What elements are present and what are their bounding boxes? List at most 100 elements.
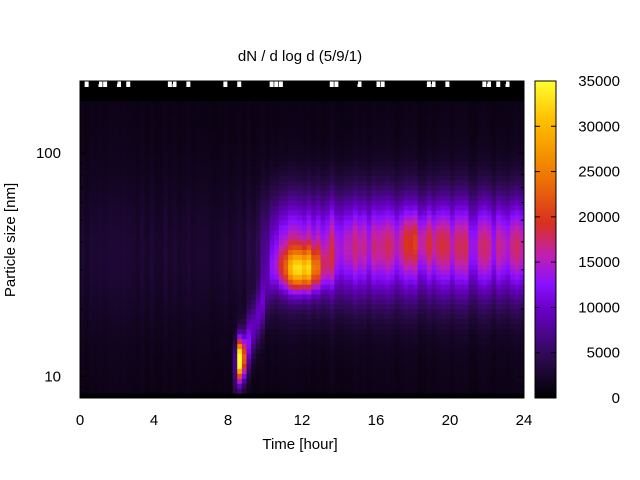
heatmap-cell <box>237 269 243 275</box>
heatmap-cell <box>371 303 377 310</box>
heatmap-cell <box>204 284 211 290</box>
heatmap-cell <box>209 160 215 166</box>
heatmap-cell <box>260 348 266 355</box>
heatmap-cell <box>408 393 414 398</box>
heatmap-cell <box>288 353 294 359</box>
heatmap-cell <box>130 358 137 364</box>
heatmap-cell <box>135 343 141 350</box>
heatmap-cell <box>112 353 118 359</box>
heatmap-cell <box>339 383 345 389</box>
heatmap-cell <box>357 150 363 156</box>
heatmap-cell <box>422 298 428 305</box>
heatmap-cell <box>325 388 331 394</box>
heatmap-cell <box>154 353 160 359</box>
heatmap-cell <box>117 209 123 216</box>
heatmap-cell <box>246 363 252 369</box>
heatmap-cell <box>80 120 86 127</box>
heatmap-cell <box>288 298 294 305</box>
heatmap-cell <box>237 100 243 107</box>
heatmap-cell <box>269 125 275 132</box>
heatmap-cell <box>135 249 141 255</box>
heatmap-cell <box>329 363 335 369</box>
heatmap-cell <box>269 249 275 255</box>
heatmap-cell <box>297 85 303 92</box>
heatmap-cell <box>163 313 169 320</box>
heatmap-cell <box>403 338 409 345</box>
heatmap-cell <box>422 338 428 345</box>
heatmap-cell <box>80 328 86 335</box>
heatmap-cell <box>214 140 220 146</box>
heatmap-cell <box>255 264 261 270</box>
heatmap-cell <box>431 254 437 260</box>
heatmap-cell <box>399 279 405 285</box>
heatmap-cell <box>103 165 109 171</box>
heatmap-cell <box>195 90 201 97</box>
heatmap-cell <box>112 259 118 265</box>
heatmap-cell <box>223 254 229 260</box>
heatmap-cell <box>297 348 303 355</box>
heatmap-cell <box>158 234 164 241</box>
heatmap-cell <box>121 343 127 350</box>
heatmap-cell <box>204 368 211 374</box>
heatmap-cell <box>265 393 271 398</box>
heatmap-cell <box>278 100 285 107</box>
heatmap-cell <box>154 323 160 330</box>
heatmap-cell <box>283 318 289 325</box>
heatmap-cell <box>334 125 340 132</box>
heatmap-cell <box>167 368 174 374</box>
heatmap-cell <box>172 353 178 359</box>
heatmap-cell <box>283 155 289 161</box>
heatmap-cell <box>283 189 289 196</box>
heatmap-cell <box>403 383 409 389</box>
heatmap-cell <box>130 244 137 250</box>
heatmap-cell <box>191 155 197 161</box>
heatmap-cell <box>186 100 192 107</box>
heatmap-cell <box>177 209 183 216</box>
heatmap-cell <box>246 284 252 290</box>
heatmap-cell <box>241 279 248 285</box>
heatmap-cell <box>107 135 113 142</box>
heatmap-cell <box>436 150 442 156</box>
heatmap-cell <box>149 180 155 186</box>
heatmap-cell <box>325 338 331 345</box>
heatmap-cell <box>288 234 294 241</box>
heatmap-cell <box>371 239 377 246</box>
heatmap-cell <box>292 185 298 191</box>
heatmap-cell <box>325 175 331 181</box>
heatmap-cell <box>366 393 372 398</box>
heatmap-cell <box>311 259 317 265</box>
heatmap-cell <box>357 105 363 112</box>
heatmap-cell <box>255 343 261 350</box>
heatmap-cell <box>218 170 224 176</box>
heatmap-cell <box>348 298 354 305</box>
heatmap-cell <box>389 115 396 122</box>
heatmap-cell <box>269 293 275 300</box>
heatmap-cell <box>380 229 386 236</box>
heatmap-cell <box>140 353 146 359</box>
heatmap-cell <box>343 249 349 255</box>
heatmap-cell <box>413 155 419 161</box>
heatmap-cell <box>112 145 118 151</box>
heatmap-cell <box>334 135 340 142</box>
heatmap-cell <box>140 209 146 216</box>
heatmap-cell <box>325 125 331 132</box>
heatmap-cell <box>394 135 400 142</box>
heatmap-cell <box>306 85 312 92</box>
heatmap-cell <box>302 363 308 369</box>
heatmap-cell <box>158 120 164 127</box>
heatmap-cell <box>283 269 289 275</box>
heatmap-cell <box>297 293 303 300</box>
heatmap-cell <box>371 393 377 398</box>
heatmap-cell <box>149 373 155 379</box>
heatmap-cell <box>107 383 113 389</box>
heatmap-cell <box>126 110 132 117</box>
heatmap-cell <box>98 333 104 340</box>
heatmap-cell <box>426 239 433 246</box>
heatmap-cell <box>204 150 211 156</box>
heatmap-cell <box>172 269 178 275</box>
heatmap-cell <box>172 264 178 270</box>
heatmap-cell <box>315 308 322 315</box>
heatmap-cell <box>251 289 257 295</box>
heatmap-cell <box>204 199 211 206</box>
heatmap-cell <box>232 343 238 350</box>
